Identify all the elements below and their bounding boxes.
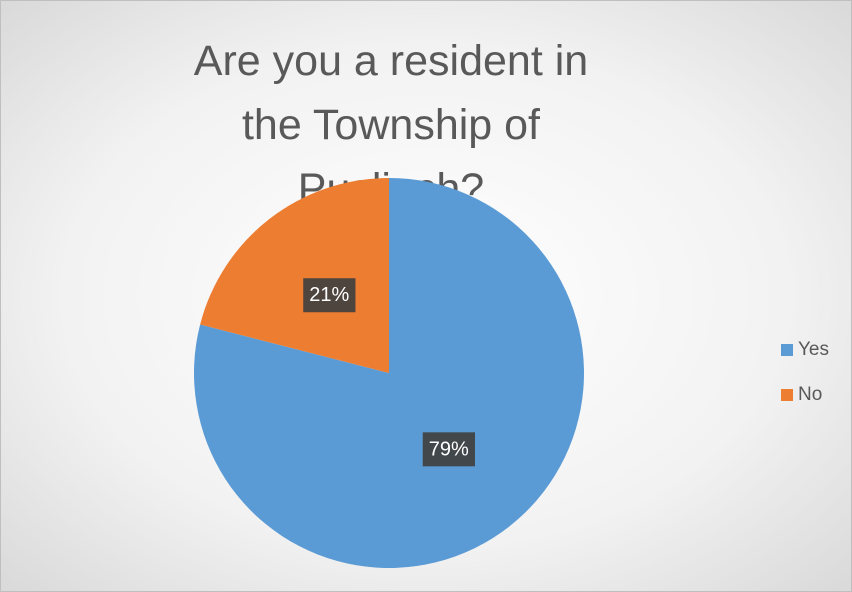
- legend-swatch: [781, 344, 793, 356]
- data-label-text: 21%: [309, 284, 349, 306]
- data-label: 79%: [422, 432, 475, 467]
- chart-title: Are you a resident in the Township of Pu…: [193, 37, 589, 213]
- data-label-text: 79%: [429, 438, 469, 460]
- pie-slice: [200, 178, 389, 373]
- data-label: 21%: [303, 278, 356, 313]
- data-label-box: [303, 278, 356, 313]
- legend-swatch: [781, 389, 793, 401]
- legend-label: Yes: [798, 339, 829, 360]
- data-label-box: [422, 432, 475, 467]
- legend-label: No: [798, 384, 822, 405]
